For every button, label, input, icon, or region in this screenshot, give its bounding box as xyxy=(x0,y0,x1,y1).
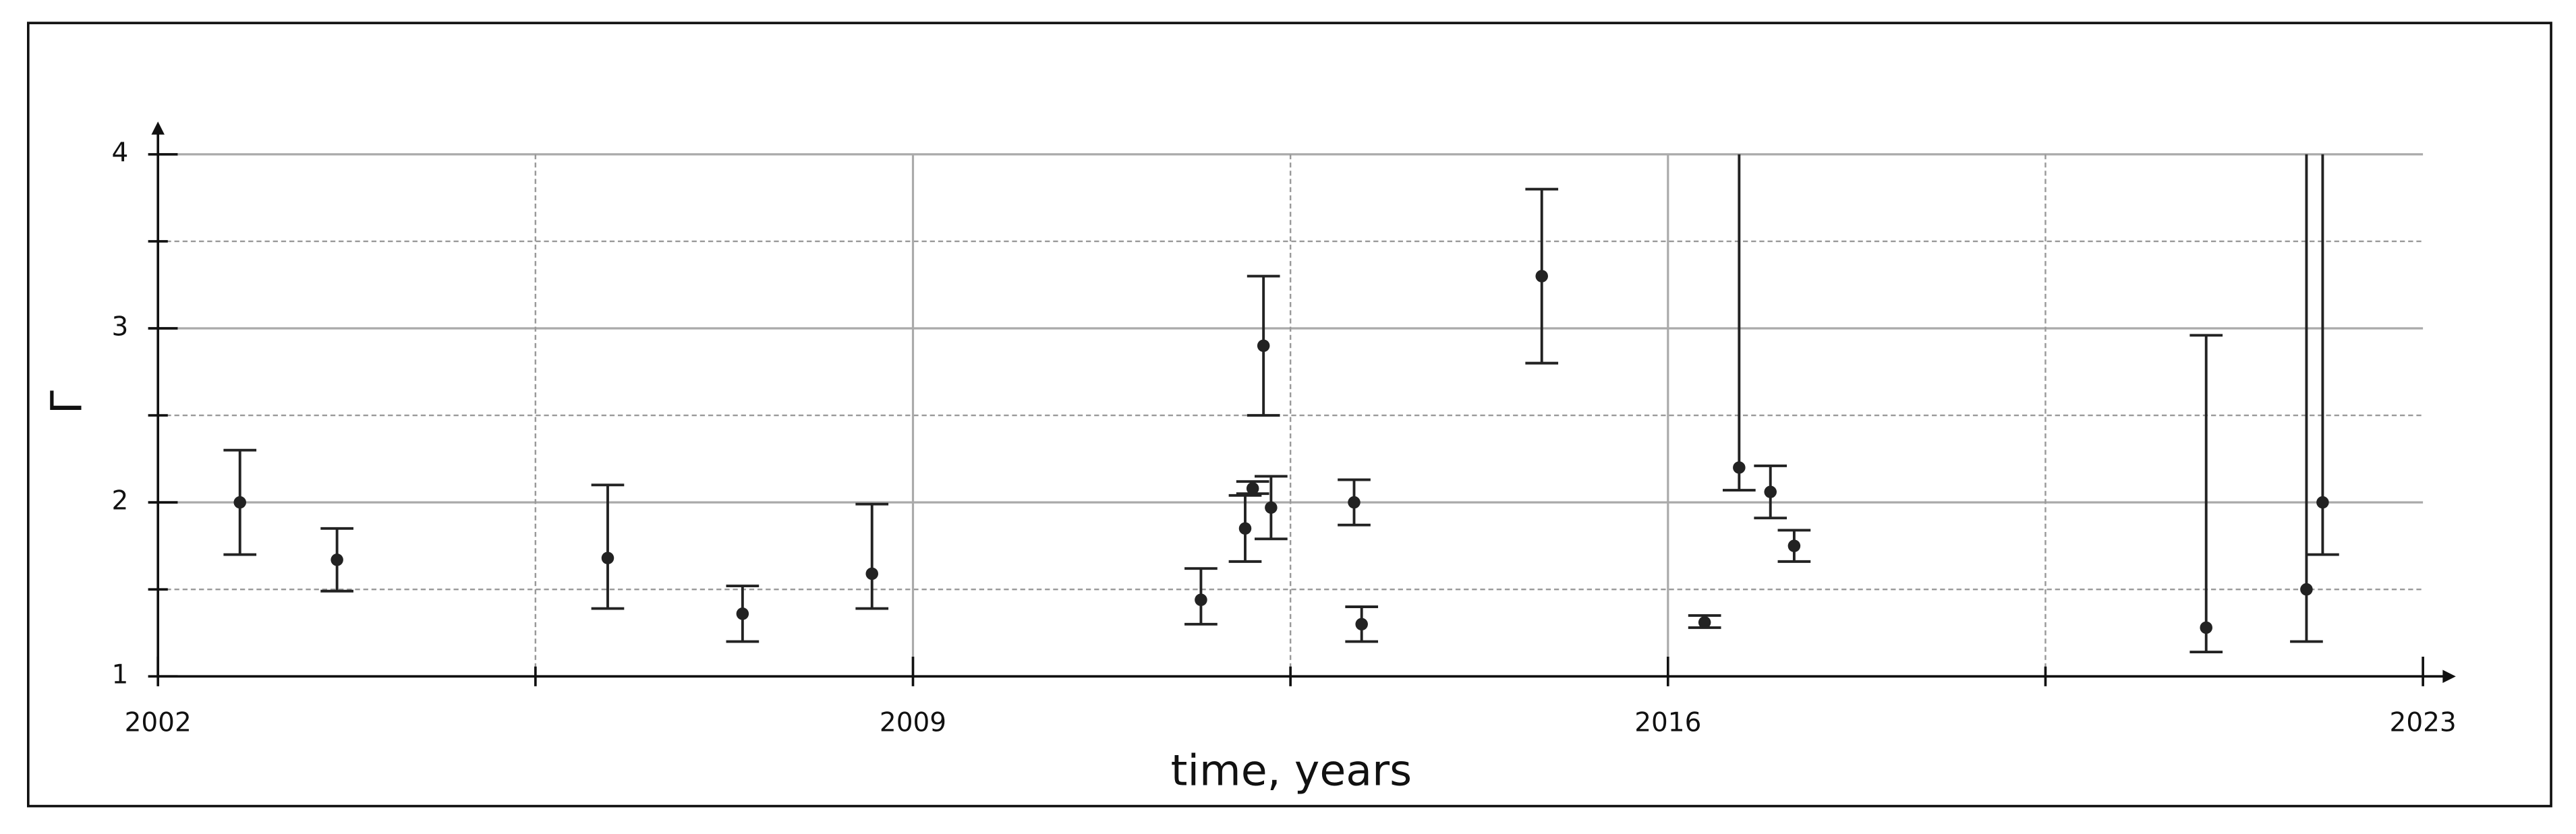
data-point xyxy=(2200,621,2212,634)
data-point xyxy=(1698,616,1711,629)
data-point xyxy=(865,567,878,580)
data-point xyxy=(1787,539,1801,552)
data-point xyxy=(1733,461,1746,474)
data-point xyxy=(1348,496,1361,509)
x-tick-label: 2016 xyxy=(1634,707,1701,738)
data-point xyxy=(331,554,343,566)
y-tick-label: 2 xyxy=(112,486,129,516)
x-axis-label: time, years xyxy=(1171,745,1412,795)
x-axis-arrow xyxy=(2442,669,2456,683)
y-axis-arrow xyxy=(151,121,165,135)
plot-area xyxy=(223,154,2339,654)
data-point xyxy=(1764,485,1777,498)
data-point xyxy=(736,607,749,620)
frame xyxy=(26,22,2552,808)
data-point xyxy=(1265,501,1278,514)
data-point xyxy=(2300,583,2313,596)
x-tick-label: 2023 xyxy=(2390,707,2457,738)
data-point xyxy=(1195,593,1207,606)
y-tick-label: 1 xyxy=(112,660,129,690)
data-point xyxy=(2316,496,2329,509)
y-tick-label: 4 xyxy=(112,138,129,168)
data-point xyxy=(1246,482,1259,495)
y-tick-label: 3 xyxy=(112,312,129,342)
data-point xyxy=(233,496,246,509)
data-point xyxy=(1238,522,1252,535)
y-axis-label: Γ xyxy=(41,390,91,414)
data-point xyxy=(1257,339,1270,353)
data-point xyxy=(601,552,614,564)
data-point xyxy=(1535,270,1548,282)
data-point xyxy=(1355,618,1368,631)
x-tick-label: 2009 xyxy=(880,707,946,738)
x-tick-label: 2002 xyxy=(125,707,192,738)
